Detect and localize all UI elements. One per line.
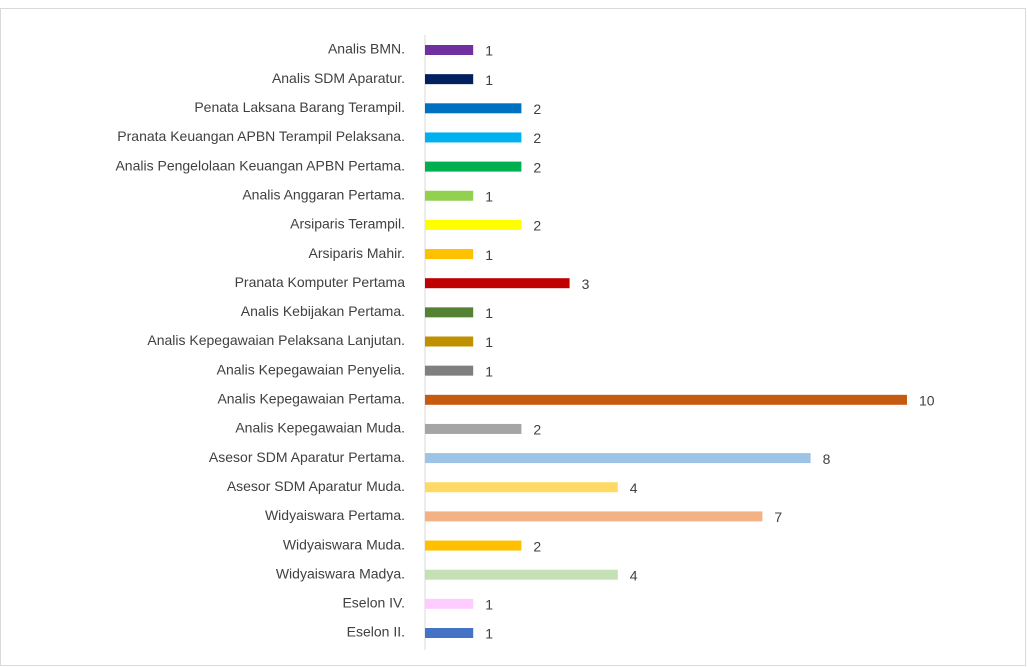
value-label: 2 xyxy=(533,159,541,175)
bar xyxy=(425,103,522,114)
bar xyxy=(425,598,474,609)
category-label: Analis Kebijakan Pertama. xyxy=(241,303,405,319)
bar xyxy=(425,482,618,493)
category-label: Analis Pengelolaan Keuangan APBN Pertama… xyxy=(115,157,405,173)
category-label: Widyaiswara Muda. xyxy=(283,536,405,552)
value-label: 2 xyxy=(533,101,541,117)
category-label: Widyaiswara Pertama. xyxy=(265,507,405,523)
category-label: Pranata Komputer Pertama xyxy=(235,274,406,290)
category-label: Penata Laksana Barang Terampil. xyxy=(194,99,405,115)
value-label: 1 xyxy=(485,43,493,59)
bar xyxy=(425,336,474,347)
bar xyxy=(425,307,474,318)
value-label: 1 xyxy=(485,363,493,379)
bar xyxy=(425,249,474,260)
bar xyxy=(425,219,522,230)
bar xyxy=(425,511,763,522)
value-label: 1 xyxy=(485,597,493,613)
bar xyxy=(425,453,811,464)
category-label: Asesor SDM Aparatur Pertama. xyxy=(209,449,405,465)
category-label: Analis Kepegawaian Pertama. xyxy=(217,391,405,407)
bar xyxy=(425,628,474,638)
value-label: 4 xyxy=(630,567,638,583)
category-label: Arsiparis Terampil. xyxy=(290,216,405,232)
category-label: Analis Kepegawaian Pelaksana Lanjutan. xyxy=(147,332,405,348)
bar xyxy=(425,132,522,143)
bar xyxy=(425,74,474,85)
category-label: Eselon II. xyxy=(347,624,405,640)
value-label: 1 xyxy=(485,334,493,350)
value-label: 3 xyxy=(582,276,590,292)
value-label: 7 xyxy=(774,509,782,525)
bar xyxy=(425,569,618,580)
category-label: Arsiparis Mahir. xyxy=(309,245,405,261)
bar xyxy=(425,423,522,434)
category-label: Analis Kepegawaian Penyelia. xyxy=(217,361,405,377)
bar xyxy=(425,278,570,289)
value-label: 1 xyxy=(485,247,493,263)
value-label: 8 xyxy=(823,451,831,467)
value-label: 10 xyxy=(919,393,935,409)
value-label: 1 xyxy=(485,188,493,204)
bar xyxy=(425,540,522,551)
category-label: Analis Anggaran Pertama. xyxy=(242,186,405,202)
value-label: 4 xyxy=(630,480,638,496)
category-label: Pranata Keuangan APBN Terampil Pelaksana… xyxy=(117,128,405,144)
value-label: 2 xyxy=(533,422,541,438)
value-label: 1 xyxy=(485,72,493,88)
category-label: Eselon IV. xyxy=(342,595,405,611)
bar xyxy=(425,394,907,405)
bar xyxy=(425,161,522,172)
chart-frame xyxy=(0,8,1026,666)
value-label: 1 xyxy=(485,626,493,642)
bar xyxy=(425,45,474,55)
bar xyxy=(425,365,474,376)
value-label: 1 xyxy=(485,305,493,321)
category-label: Widyaiswara Madya. xyxy=(276,565,405,581)
value-label: 2 xyxy=(533,218,541,234)
category-label: Analis SDM Aparatur. xyxy=(272,70,405,86)
category-label: Analis Kepegawaian Muda. xyxy=(235,420,405,436)
value-label: 2 xyxy=(533,538,541,554)
value-label: 2 xyxy=(533,130,541,146)
category-label: Analis BMN. xyxy=(328,41,405,57)
category-label: Asesor SDM Aparatur Muda. xyxy=(227,478,405,494)
bar xyxy=(425,190,474,201)
